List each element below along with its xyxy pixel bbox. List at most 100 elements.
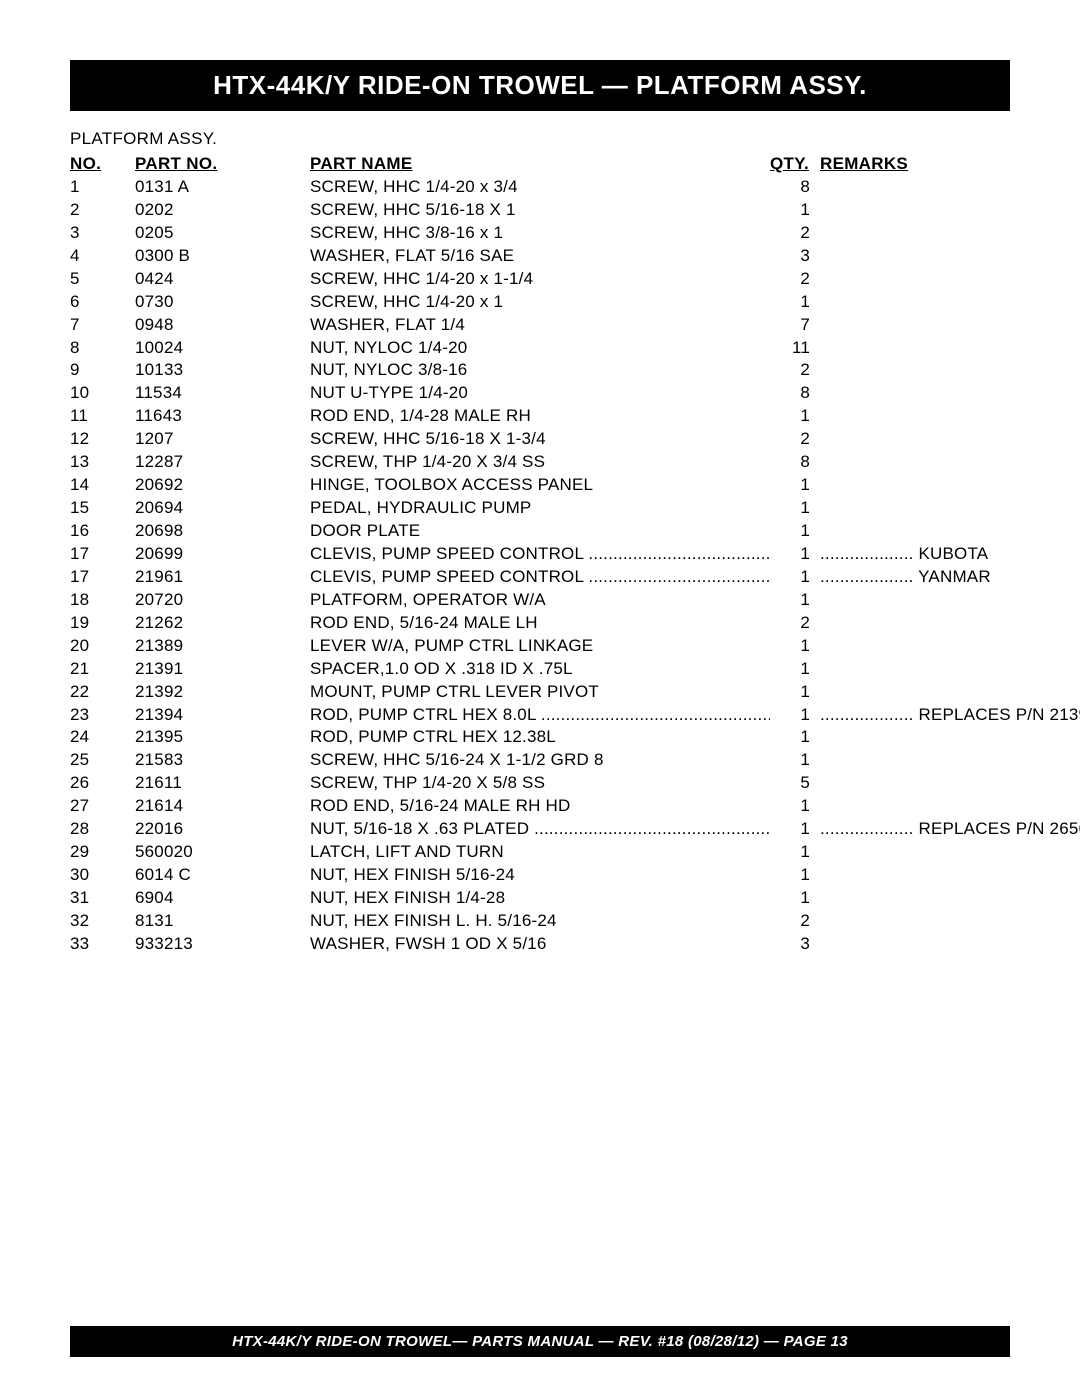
cell-qty: 1 <box>770 199 820 222</box>
cell-qty: 1 <box>770 589 820 612</box>
table-row: 60730SCREW, HHC 1/4-20 x 11 <box>70 291 1010 314</box>
cell-remarks <box>820 612 1010 635</box>
cell-no: 3 <box>70 222 135 245</box>
cell-qty: 7 <box>770 314 820 337</box>
table-row: 2321394ROD, PUMP CTRL HEX 8.0L .........… <box>70 704 1010 727</box>
table-row: 10131 ASCREW, HHC 1/4-20 x 3/48 <box>70 176 1010 199</box>
cell-qty: 1 <box>770 566 820 589</box>
cell-partno: 0131 A <box>135 176 310 199</box>
cell-partno: 20698 <box>135 520 310 543</box>
cell-no: 27 <box>70 795 135 818</box>
cell-partname: ROD, PUMP CTRL HEX 8.0L ................… <box>310 704 770 727</box>
cell-remarks <box>820 887 1010 910</box>
cell-qty: 1 <box>770 405 820 428</box>
cell-qty: 1 <box>770 658 820 681</box>
cell-qty: 8 <box>770 451 820 474</box>
cell-remarks <box>820 176 1010 199</box>
cell-partname: SCREW, THP 1/4-20 X 5/8 SS <box>310 772 770 795</box>
table-row: 810024NUT, NYLOC 1/4-2011 <box>70 337 1010 360</box>
cell-remarks <box>820 726 1010 749</box>
cell-remarks <box>820 199 1010 222</box>
cell-no: 32 <box>70 910 135 933</box>
table-row: 2221392MOUNT, PUMP CTRL LEVER PIVOT1 <box>70 681 1010 704</box>
section-label: PLATFORM ASSY. <box>70 129 1010 149</box>
cell-remarks <box>820 314 1010 337</box>
table-row: 2021389LEVER W/A, PUMP CTRL LINKAGE1 <box>70 635 1010 658</box>
cell-no: 4 <box>70 245 135 268</box>
cell-partno: 10024 <box>135 337 310 360</box>
table-row: 30205SCREW, HHC 3/8-16 x 12 <box>70 222 1010 245</box>
cell-remarks <box>820 910 1010 933</box>
cell-no: 13 <box>70 451 135 474</box>
cell-remarks <box>820 382 1010 405</box>
table-body: 10131 ASCREW, HHC 1/4-20 x 3/4820202SCRE… <box>70 176 1010 956</box>
cell-remarks <box>820 291 1010 314</box>
cell-no: 33 <box>70 933 135 956</box>
cell-remarks <box>820 359 1010 382</box>
cell-no: 11 <box>70 405 135 428</box>
cell-partname: SCREW, HHC 1/4-20 x 1 <box>310 291 770 314</box>
cell-qty: 1 <box>770 497 820 520</box>
cell-qty: 1 <box>770 635 820 658</box>
cell-no: 1 <box>70 176 135 199</box>
cell-partno: 21392 <box>135 681 310 704</box>
cell-no: 12 <box>70 428 135 451</box>
cell-partname: WASHER, FWSH 1 OD X 5/16 <box>310 933 770 956</box>
cell-no: 26 <box>70 772 135 795</box>
table-row: 70948WASHER, FLAT 1/47 <box>70 314 1010 337</box>
table-row: 121207SCREW, HHC 5/16-18 X 1-3/42 <box>70 428 1010 451</box>
cell-partno: 560020 <box>135 841 310 864</box>
cell-qty: 2 <box>770 359 820 382</box>
cell-partname: SCREW, HHC 5/16-18 X 1-3/4 <box>310 428 770 451</box>
table-row: 50424SCREW, HHC 1/4-20 x 1-1/42 <box>70 268 1010 291</box>
cell-partname: SCREW, HHC 5/16-18 X 1 <box>310 199 770 222</box>
cell-qty: 11 <box>770 337 820 360</box>
table-row: 2822016NUT, 5/16-18 X .63 PLATED .......… <box>70 818 1010 841</box>
cell-partno: 6904 <box>135 887 310 910</box>
cell-qty: 1 <box>770 841 820 864</box>
cell-qty: 1 <box>770 474 820 497</box>
cell-no: 30 <box>70 864 135 887</box>
cell-no: 7 <box>70 314 135 337</box>
cell-qty: 1 <box>770 887 820 910</box>
cell-no: 24 <box>70 726 135 749</box>
cell-partname: NUT, NYLOC 3/8-16 <box>310 359 770 382</box>
cell-partname: ROD END, 5/16-24 MALE RH HD <box>310 795 770 818</box>
cell-partno: 11643 <box>135 405 310 428</box>
table-row: 328131NUT, HEX FINISH L. H. 5/16-242 <box>70 910 1010 933</box>
table-row: 33933213WASHER, FWSH 1 OD X 5/163 <box>70 933 1010 956</box>
cell-no: 17 <box>70 543 135 566</box>
cell-partname: NUT, NYLOC 1/4-20 <box>310 337 770 360</box>
cell-partname: LEVER W/A, PUMP CTRL LINKAGE <box>310 635 770 658</box>
cell-remarks <box>820 681 1010 704</box>
cell-remarks <box>820 864 1010 887</box>
cell-remarks: ................... YANMAR <box>820 566 1010 589</box>
table-row: 1620698DOOR PLATE1 <box>70 520 1010 543</box>
cell-no: 22 <box>70 681 135 704</box>
cell-qty: 1 <box>770 704 820 727</box>
cell-no: 23 <box>70 704 135 727</box>
cell-partno: 0205 <box>135 222 310 245</box>
cell-partname: CLEVIS, PUMP SPEED CONTROL .............… <box>310 566 770 589</box>
cell-partno: 21395 <box>135 726 310 749</box>
cell-remarks <box>820 405 1010 428</box>
cell-remarks: ................... KUBOTA <box>820 543 1010 566</box>
cell-partno: 0948 <box>135 314 310 337</box>
cell-qty: 1 <box>770 291 820 314</box>
cell-partno: 6014 C <box>135 864 310 887</box>
cell-partname: WASHER, FLAT 1/4 <box>310 314 770 337</box>
table-row: 40300 BWASHER, FLAT 5/16 SAE3 <box>70 245 1010 268</box>
cell-partname: NUT, HEX FINISH 5/16-24 <box>310 864 770 887</box>
header-partno: PART NO. <box>135 153 310 176</box>
table-row: 1721961CLEVIS, PUMP SPEED CONTROL ......… <box>70 566 1010 589</box>
cell-remarks <box>820 933 1010 956</box>
cell-partno: 21389 <box>135 635 310 658</box>
cell-qty: 1 <box>770 749 820 772</box>
cell-qty: 1 <box>770 726 820 749</box>
cell-remarks: ................... REPLACES P/N 21394 <box>820 704 1080 727</box>
cell-partname: NUT, HEX FINISH L. H. 5/16-24 <box>310 910 770 933</box>
cell-partno: 10133 <box>135 359 310 382</box>
cell-partname: CLEVIS, PUMP SPEED CONTROL .............… <box>310 543 770 566</box>
table-header-row: NO. PART NO. PART NAME QTY. REMARKS <box>70 153 1010 176</box>
cell-qty: 2 <box>770 428 820 451</box>
